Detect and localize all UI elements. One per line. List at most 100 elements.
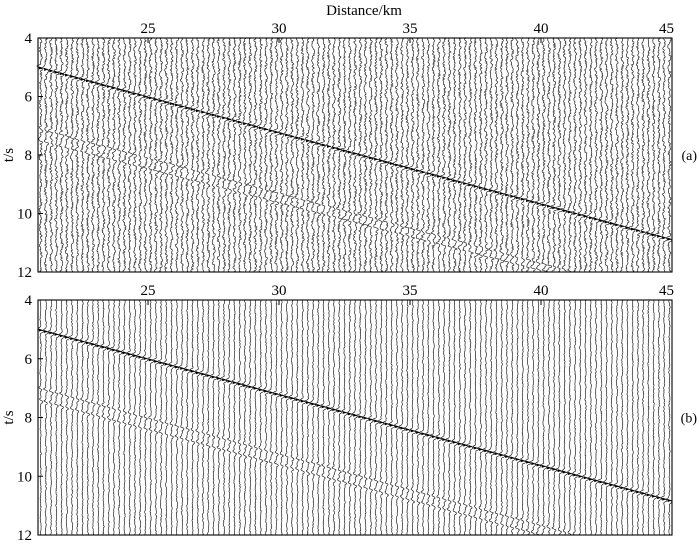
- seismic-trace: [645, 37, 653, 273]
- arrival-mark: [615, 223, 620, 227]
- y-tick-label: 8: [25, 148, 33, 164]
- seismic-trace: [520, 299, 526, 536]
- seismic-trace: [68, 299, 76, 536]
- arrival-mark: [568, 472, 573, 476]
- arrival-mark: [489, 189, 494, 193]
- seismic-trace: [63, 299, 70, 536]
- seismic-trace: [41, 37, 49, 273]
- seismic-trace: [601, 37, 611, 273]
- seismic-trace: [54, 37, 60, 273]
- arrival-mark: [489, 450, 494, 454]
- arrival-mark: [416, 169, 421, 173]
- arrival-mark: [316, 142, 321, 146]
- seismic-trace: [371, 37, 381, 273]
- x-tick-label: 45: [659, 283, 674, 299]
- arrival-mark: [206, 112, 211, 116]
- arrival-mark: [80, 339, 86, 343]
- arrival-mark: [316, 403, 321, 407]
- seismic-trace: [496, 37, 505, 273]
- y-tick-label: 10: [17, 207, 32, 223]
- seismic-trace: [409, 299, 416, 536]
- arrival-mark: [578, 474, 583, 478]
- arrival-mark: [473, 184, 479, 188]
- seismic-trace: [455, 37, 464, 273]
- seismic-trace: [424, 299, 433, 536]
- arrival-mark: [243, 122, 248, 126]
- arrival-mark: [499, 191, 505, 195]
- arrival-mark: [290, 396, 295, 400]
- seismic-trace: [272, 299, 280, 536]
- arrival-mark: [285, 133, 290, 137]
- seismic-trace: [314, 299, 322, 536]
- seismic-trace: [152, 37, 161, 273]
- arrival-mark: [395, 425, 400, 429]
- seismic-trace: [425, 37, 432, 273]
- seismic-trace: [88, 299, 97, 536]
- arrival-mark: [599, 219, 604, 223]
- arrival-mark: [274, 392, 279, 396]
- arrival-mark: [206, 374, 211, 378]
- seismic-trace: [509, 37, 517, 273]
- seismic-trace: [99, 299, 107, 536]
- seismic-trace: [231, 299, 239, 536]
- seismic-trace: [434, 37, 442, 273]
- seismic-trace: [309, 299, 317, 536]
- seismic-trace: [486, 299, 495, 536]
- seismic-trace: [539, 299, 548, 536]
- y-axis-title: t/s: [1, 148, 17, 162]
- arrival-mark: [662, 497, 667, 501]
- seismic-trace: [121, 299, 129, 536]
- arrival-mark: [374, 157, 379, 161]
- seismic-trace: [655, 299, 663, 535]
- seismic-trace: [587, 299, 595, 536]
- seismic-trace: [187, 37, 196, 273]
- seismic-trace: [488, 37, 495, 273]
- seismic-trace: [356, 299, 364, 536]
- arrival-mark: [321, 143, 327, 147]
- x-tick-label: 40: [534, 283, 549, 299]
- seismic-trace: [225, 299, 233, 536]
- arrival-mark: [196, 371, 201, 375]
- arrival-mark: [248, 123, 253, 127]
- arrival-mark: [342, 410, 348, 414]
- seismic-trace: [278, 37, 286, 273]
- arrival-mark: [38, 66, 44, 70]
- seismic-trace: [116, 37, 123, 273]
- arrival-mark: [499, 453, 505, 457]
- arrival-mark: [300, 137, 306, 141]
- arrival-mark: [101, 83, 107, 87]
- arrival-mark: [237, 382, 243, 386]
- arrival-mark: [106, 85, 112, 88]
- seismic-trace: [624, 37, 633, 273]
- arrival-mark: [400, 426, 405, 430]
- seismic-trace: [627, 37, 636, 273]
- panel-a: 25 30 35 40 45 4 6 8 10 12 t/s (a): [1, 21, 697, 281]
- seismic-trace: [235, 37, 243, 273]
- arrival-mark: [557, 469, 562, 473]
- arrival-mark: [379, 159, 384, 163]
- arrival-mark: [636, 229, 641, 233]
- seismic-trace: [429, 37, 438, 273]
- seismic-trace: [72, 37, 83, 273]
- seismic-trace: [564, 37, 574, 273]
- seismic-trace: [341, 299, 349, 536]
- arrival-mark: [389, 162, 395, 166]
- seismic-trace: [256, 37, 266, 273]
- arrival-mark: [232, 381, 238, 385]
- seismic-trace: [297, 37, 306, 273]
- seismic-trace: [613, 299, 620, 536]
- y-tick-label: 12: [17, 528, 32, 544]
- arrival-mark: [91, 80, 96, 84]
- seismic-trace: [513, 37, 521, 273]
- seismic-trace: [592, 37, 601, 273]
- arrival-mark: [49, 331, 54, 335]
- arrival-mark: [630, 227, 636, 231]
- seismic-trace: [141, 37, 150, 273]
- arrival-mark: [311, 140, 316, 144]
- arrival-mark: [227, 117, 232, 121]
- seismic-trace: [94, 37, 103, 273]
- arrival-mark: [264, 127, 269, 131]
- seismic-trace: [630, 299, 636, 536]
- arrival-mark: [133, 92, 138, 96]
